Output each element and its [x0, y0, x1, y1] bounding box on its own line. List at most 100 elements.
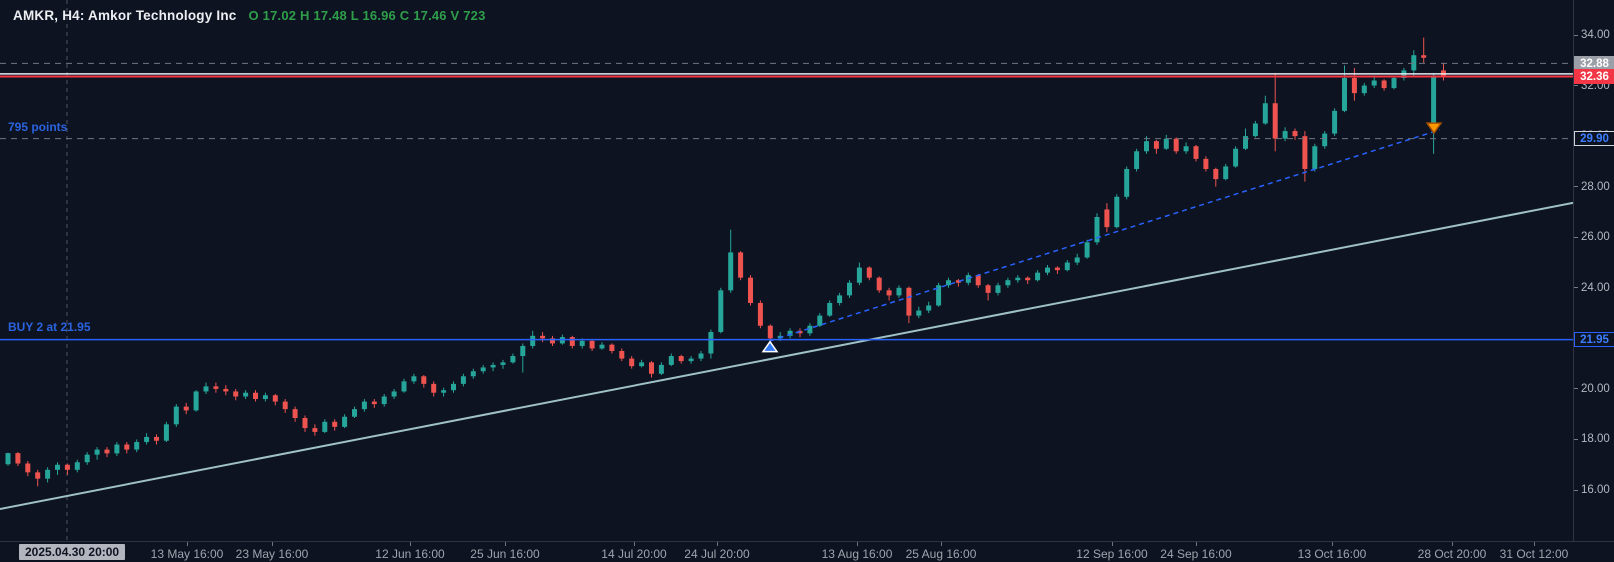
candle-body-down [866, 267, 872, 278]
tick-mark [1332, 542, 1333, 546]
candle-body-up [441, 390, 447, 393]
candle-body-up [1391, 77, 1397, 89]
candle-body-up [203, 386, 209, 392]
candle-body-down [975, 275, 981, 286]
candle-body-down [1203, 158, 1209, 169]
candle-body-up [1144, 141, 1149, 152]
candle-body-up [530, 335, 536, 346]
candle-body-down [154, 436, 159, 441]
time-tick-label: 24 Jul 20:00 [684, 547, 750, 561]
candle-body-up [1074, 257, 1080, 263]
candle-body-up [5, 453, 11, 465]
candle-body-down [540, 335, 546, 339]
session-start-time-badge: 2025.04.30 20:00 [19, 544, 126, 560]
candle-body-up [1015, 277, 1021, 281]
tick-mark [1574, 287, 1578, 289]
candle-body-down [233, 391, 239, 397]
candle-body-up [352, 409, 357, 417]
time-tick-label: 13 Oct 16:00 [1297, 547, 1367, 561]
points-distance-label[interactable]: 795 points [8, 120, 68, 134]
candle-body-down [223, 388, 229, 392]
candle-body-up [708, 332, 714, 354]
candle-body-down [431, 383, 437, 393]
time-tick-label: 28 Oct 20:00 [1417, 547, 1487, 561]
candle-body-up [1084, 242, 1090, 258]
candle-body-up [74, 462, 80, 470]
candle-body-up [262, 395, 268, 400]
tick-mark [1452, 542, 1453, 546]
candle-body-up [510, 356, 516, 363]
candle-body-down [757, 302, 763, 326]
candle-body-up [1431, 75, 1437, 124]
buy-order-label[interactable]: BUY 2 at 21.95 [8, 320, 91, 334]
candle-body-down [1272, 103, 1278, 139]
candle-body-down [272, 395, 278, 402]
buy-marker[interactable] [761, 340, 779, 353]
candle-body-down [15, 453, 21, 464]
candle-body-down [292, 409, 298, 418]
candle-body-up [1064, 262, 1070, 271]
candle-body-up [1282, 131, 1288, 139]
price-badge-21.95: 21.95 [1574, 332, 1614, 348]
candle-body-up [787, 330, 793, 336]
time-tick-label: 25 Jun 16:00 [470, 547, 540, 561]
tick-mark [1574, 34, 1578, 36]
candle-body-up [55, 464, 60, 470]
candle-body-up [1312, 146, 1318, 169]
candle-body-down [421, 376, 427, 384]
candle-body-down [767, 325, 773, 339]
candle-body-up [490, 364, 496, 368]
candle-body-down [985, 285, 991, 293]
tick-mark [941, 542, 942, 546]
candlestick-chart-canvas[interactable] [0, 0, 1573, 541]
candle-body-down [1193, 146, 1199, 159]
candle-body-up [1045, 267, 1050, 273]
candle-body-up [1342, 77, 1347, 111]
candle-body-up [1252, 123, 1258, 137]
candle-body-up [401, 381, 407, 392]
tick-mark [1112, 542, 1113, 546]
candle-body-down [876, 277, 882, 291]
candle-body-up [668, 356, 674, 365]
candle-body-up [520, 345, 526, 357]
projection-dashed-line[interactable] [769, 129, 1441, 342]
candle-body-up [1094, 217, 1100, 243]
tick-mark [410, 542, 411, 546]
candle-body-down [1292, 131, 1298, 137]
candle-body-down [1025, 277, 1031, 281]
candle-body-down [183, 406, 189, 411]
candle-body-up [658, 364, 664, 374]
candle-body-up [1005, 280, 1011, 286]
candle-body-up [1361, 85, 1367, 94]
candle-body-down [124, 444, 130, 450]
candle-body-up [688, 358, 694, 362]
candle-body-up [134, 442, 140, 450]
candle-body-down [629, 358, 635, 367]
tick-mark [272, 542, 273, 546]
candle-body-up [1243, 136, 1248, 149]
time-tick-label: 23 May 16:00 [235, 547, 309, 561]
time-tick-label: 31 Oct 12:00 [1499, 547, 1569, 561]
price-axis[interactable]: 34.0032.0030.0028.0026.0024.0022.0020.00… [1573, 0, 1614, 541]
tick-mark [634, 542, 635, 546]
candle-body-up [728, 252, 734, 291]
candle-body-up [579, 340, 585, 346]
candle-body-up [599, 344, 605, 349]
price-tick-label: 26.00 [1574, 230, 1614, 245]
candle-body-up [342, 416, 348, 427]
tick-mark [1574, 438, 1578, 440]
candle-body-up [639, 362, 645, 367]
candle-body-down [312, 428, 318, 432]
candle-body-down [302, 417, 308, 429]
candle-body-down [1421, 55, 1427, 58]
time-tick-label: 25 Aug 16:00 [905, 547, 977, 561]
sell-marker[interactable] [1425, 122, 1443, 135]
candle-body-up [84, 454, 90, 463]
candle-body-down [64, 464, 70, 470]
support-trendline[interactable] [0, 201, 1573, 510]
candle-body-up [926, 305, 932, 311]
time-axis[interactable]: 2025.04.30 20:00 13 May 16:00 23 May 16:0… [0, 541, 1614, 562]
time-tick-label: 24 Sep 16:00 [1160, 547, 1232, 561]
tick-mark [1574, 489, 1578, 491]
candle-body-down [371, 401, 377, 405]
